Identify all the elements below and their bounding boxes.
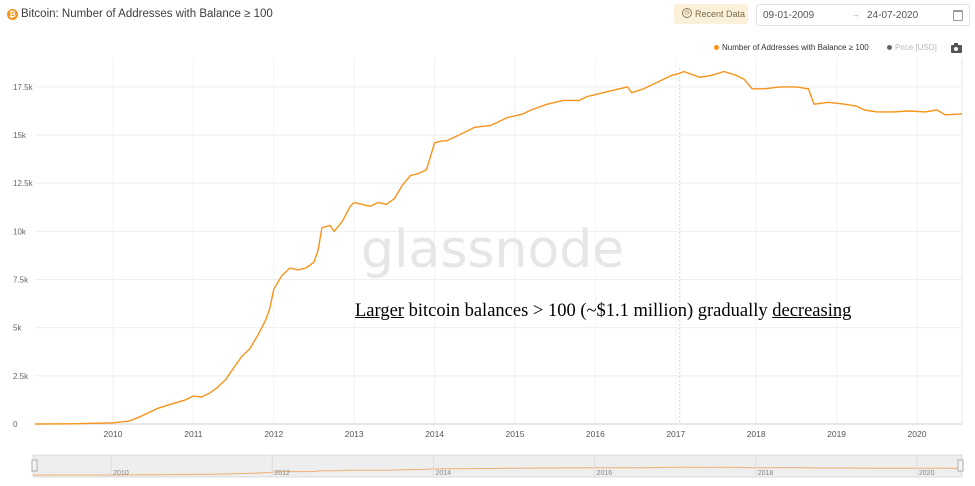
legend-price-dot — [887, 45, 892, 51]
annotation-text: Larger bitcoin balances > 100 (~$1.1 mil… — [355, 301, 851, 322]
clock-icon: ◷ — [682, 8, 692, 18]
recent-data-label: Recent Data — [695, 9, 746, 19]
x-tick-label: 2016 — [586, 429, 605, 439]
navigator-handle-right[interactable] — [957, 459, 964, 472]
x-tick-label: 2012 — [264, 429, 283, 439]
watermark-glassnode: glassnode — [361, 220, 625, 280]
chart-header: ₿ Bitcoin: Number of Addresses with Bala… — [0, 0, 975, 30]
y-tick-label: 12.5k — [13, 179, 34, 188]
y-tick-label: 7.5k — [13, 276, 29, 285]
x-tick-label: 2019 — [827, 429, 846, 439]
navigator-tick-label: 2016 — [597, 470, 613, 477]
x-tick-label: 2013 — [345, 429, 364, 439]
legend-price-item[interactable]: Price [USD] — [887, 43, 937, 52]
navigator-tick-label: 2018 — [758, 470, 774, 477]
x-tick-label: 2020 — [908, 429, 927, 439]
annotation-middle: bitcoin balances > 100 (~$1.1 million) g… — [403, 301, 773, 321]
navigator-tick-label: 2012 — [274, 470, 290, 477]
y-tick-label: 15k — [13, 131, 27, 140]
x-tick-label: 2010 — [104, 429, 123, 439]
legend-price-label: Price [USD] — [895, 43, 937, 52]
recent-data-button[interactable]: ◷ Recent Data — [674, 4, 748, 24]
bitcoin-icon: ₿ — [7, 9, 18, 20]
calendar-icon[interactable] — [953, 10, 963, 21]
navigator-handle-left[interactable] — [31, 459, 38, 472]
x-tick-label: 2014 — [425, 429, 444, 439]
x-tick-label: 2017 — [666, 429, 685, 439]
annotation-word-larger: Larger — [355, 301, 404, 321]
navigator-window — [32, 454, 963, 478]
navigator-tick-label: 2010 — [113, 470, 129, 477]
date-range-picker[interactable]: → — [756, 4, 970, 26]
legend-series-item[interactable]: Number of Addresses with Balance ≥ 100 — [714, 43, 869, 52]
y-tick-label: 2.5k — [13, 372, 29, 381]
y-tick-label: 5k — [13, 324, 22, 333]
navigator-tick-label: 2014 — [435, 470, 451, 477]
series-line-addresses — [34, 70, 963, 425]
date-from-input[interactable] — [763, 10, 833, 21]
y-tick-label: 10k — [13, 227, 27, 236]
legend-series-dot — [714, 45, 719, 51]
x-tick-label: 2015 — [506, 429, 525, 439]
navigator-series-line — [33, 466, 962, 476]
camera-icon[interactable] — [951, 43, 962, 53]
navigator-tick-label: 2020 — [919, 470, 935, 477]
date-to-input[interactable] — [867, 10, 937, 21]
chart-title: Bitcoin: Number of Addresses with Balanc… — [21, 8, 273, 20]
x-tick-label: 2018 — [747, 429, 766, 439]
y-tick-label: 0 — [13, 420, 18, 429]
annotation-word-decreasing: decreasing — [772, 301, 852, 321]
x-tick-label: 2011 — [184, 429, 203, 439]
arrow-right-icon: → — [851, 9, 860, 19]
y-tick-label: 17.5k — [13, 83, 34, 92]
legend-series-label: Number of Addresses with Balance ≥ 100 — [722, 43, 869, 52]
